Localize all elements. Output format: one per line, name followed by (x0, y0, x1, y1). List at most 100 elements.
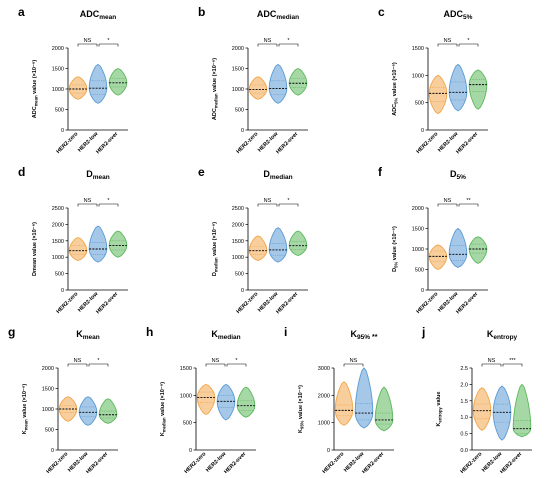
y-label-sub: median (214, 257, 219, 272)
panel-title-c: ADC5% (444, 9, 473, 21)
violin-her2-low (492, 385, 512, 441)
y-tick-label: 0 (51, 448, 54, 454)
panel-title-sub: mean (93, 174, 110, 181)
y-tick-label: 2000 (52, 222, 64, 228)
y-tick-label: 1500 (232, 239, 244, 245)
y-tick-label: 0 (421, 128, 424, 134)
y-tick-label: 1500 (412, 227, 424, 233)
violin-her2-over (288, 68, 308, 96)
violin-her2-zero (68, 237, 88, 261)
panel-title-main: K (351, 329, 358, 339)
y-tick-label: 500 (415, 101, 424, 107)
y-axis-label: Dmedian value (×10⁻⁶) (212, 222, 219, 276)
y-tick-label: 2000 (232, 46, 244, 52)
panel-title-main: K (487, 329, 494, 339)
y-label-main: K (436, 422, 442, 426)
y-label-rest: value (×10⁻⁶) (32, 222, 38, 258)
panel-letter-j: j (421, 325, 425, 339)
y-tick-label: 2500 (52, 206, 64, 212)
y-label-rest: value (436, 392, 442, 408)
panel-letter-g: g (8, 325, 15, 339)
y-tick-label: 0 (327, 448, 330, 454)
y-axis-label: ADCmedian value (×10⁻⁶) (212, 58, 219, 120)
y-tick-label: 500 (55, 108, 64, 114)
sig-label: * (107, 198, 110, 204)
x-category-label: HER2-over (275, 131, 300, 156)
sig-label: NS (444, 198, 452, 204)
sig-label: NS (212, 358, 220, 364)
y-axis-label: Kmean value (×10⁻⁶) (22, 384, 29, 435)
sig-label: * (97, 358, 100, 364)
y-tick-label: 0 (421, 288, 424, 294)
y-label-main: ADC (32, 106, 38, 118)
x-category-label: HER2-zero (416, 291, 440, 315)
y-tick-label: 500 (55, 272, 64, 278)
y-tick-label: 1500 (180, 366, 192, 372)
y-tick-label: 1000 (42, 407, 54, 413)
x-category-label: HER2-zero (416, 131, 440, 155)
y-tick-label: 0 (61, 128, 64, 134)
panel-title-sub: mean (83, 334, 100, 341)
y-tick-label: 1500 (42, 387, 54, 393)
panel-title-main: ADC (80, 9, 100, 19)
sig-label: * (235, 358, 238, 364)
panel-title-sub: 5% (463, 14, 473, 21)
y-label-rest: value (×10⁻⁶) (298, 385, 304, 421)
y-tick-label: 1500 (232, 67, 244, 73)
y-label-main: ADC (392, 104, 398, 116)
panel-d: d Dmean 0 500 1000 1500 2000 2500 Dmean value (×… (18, 165, 128, 315)
x-category-label: HER2-zero (56, 131, 80, 155)
y-tick-label: 1000 (232, 87, 244, 93)
y-tick-label: 1500 (52, 239, 64, 245)
panel-title-a: ADCmean (80, 9, 117, 21)
violin-her2-over (236, 386, 256, 418)
violin-her2-over (108, 230, 128, 258)
violin-her2-low (88, 63, 108, 104)
y-tick-label: 0 (189, 448, 192, 454)
panel-title-d: Dmean (86, 169, 110, 181)
y-axis-label: Dmean value (×10⁻⁶) (32, 222, 38, 276)
y-tick-label: 1000 (412, 73, 424, 79)
y-tick-label: 500 (183, 421, 192, 427)
panel-letter-h: h (146, 325, 153, 339)
y-tick-label: 0.5 (460, 432, 468, 438)
x-category-label: HER2-over (499, 451, 524, 473)
y-tick-label: 1000 (412, 247, 424, 253)
violin-her2-low (78, 396, 98, 426)
y-axis-label: K95% value (×10⁻⁶) (298, 385, 305, 433)
violin-her2-zero (196, 383, 216, 415)
y-tick-label: 2000 (318, 393, 330, 399)
panel-title-sub: mean (99, 14, 116, 21)
sig-label: ** (466, 198, 471, 204)
violin-her2-over (288, 230, 308, 257)
y-tick-label: 1000 (318, 421, 330, 427)
y-tick-label: 1000 (52, 87, 64, 93)
y-label-main: D (212, 272, 218, 276)
y-label-rest: value (×10⁻⁶) (160, 382, 166, 418)
x-category-label: HER2-zero (56, 291, 80, 315)
sig-label: NS (264, 198, 272, 204)
y-tick-label: 1500 (412, 46, 424, 52)
panel-h: h Kmedian 0 500 1000 1500 Kmedian value (×10⁻⁶… (146, 325, 256, 475)
y-tick-label: 2000 (232, 222, 244, 228)
panel-title-main: D (86, 169, 93, 179)
violin-her2-zero (334, 381, 354, 426)
sig-label: * (107, 38, 110, 44)
y-axis-label: ADC5% value (×10⁻⁶) (392, 62, 399, 116)
sig-label: NS (74, 358, 82, 364)
y-tick-label: 0 (241, 128, 244, 134)
violin-her2-over (468, 69, 488, 110)
violin-her2-zero (248, 76, 268, 100)
y-tick-label: 0 (61, 288, 64, 294)
y-axis-label: ADCmean value (×10⁻⁶) (32, 60, 39, 119)
y-label-sub: 5% (394, 98, 399, 104)
violin-her2-zero (428, 74, 448, 115)
y-label-main: K (298, 429, 304, 433)
y-tick-label: 0 (241, 288, 244, 294)
y-tick-label: 1.0 (460, 415, 468, 421)
x-category-label: HER2-over (275, 291, 300, 316)
y-tick-label: 1500 (52, 67, 64, 73)
